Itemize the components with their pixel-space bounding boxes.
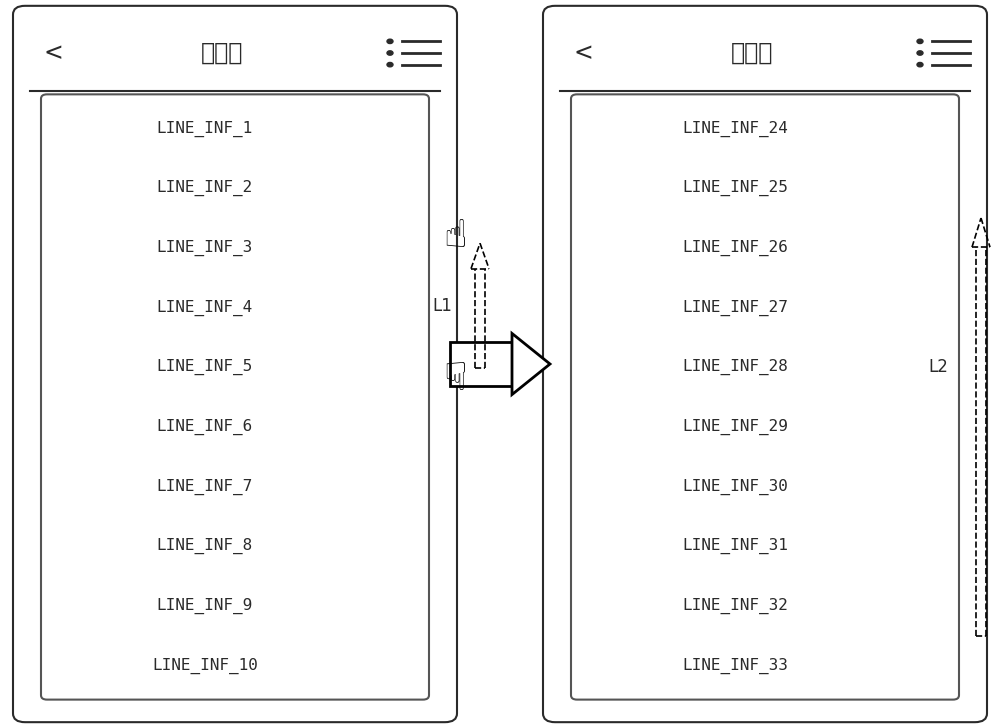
FancyBboxPatch shape — [41, 95, 429, 700]
Text: LINE_INF_4: LINE_INF_4 — [157, 299, 253, 316]
Text: 标题栏: 标题栏 — [731, 41, 774, 65]
Text: LINE_INF_8: LINE_INF_8 — [157, 538, 253, 554]
Circle shape — [917, 63, 923, 67]
Text: <: < — [43, 41, 63, 65]
Text: LINE_INF_29: LINE_INF_29 — [682, 419, 788, 435]
Text: LINE_INF_7: LINE_INF_7 — [157, 478, 253, 494]
FancyBboxPatch shape — [450, 342, 512, 386]
Circle shape — [917, 51, 923, 55]
Circle shape — [387, 51, 393, 55]
Text: 标题栏: 标题栏 — [201, 41, 244, 65]
Text: LINE_INF_26: LINE_INF_26 — [682, 240, 788, 256]
Text: L2: L2 — [928, 358, 948, 376]
FancyBboxPatch shape — [571, 95, 959, 700]
Text: ☟: ☟ — [443, 360, 467, 398]
Text: LINE_INF_24: LINE_INF_24 — [682, 120, 788, 137]
Text: LINE_INF_33: LINE_INF_33 — [682, 657, 788, 673]
Circle shape — [387, 39, 393, 44]
Text: LINE_INF_31: LINE_INF_31 — [682, 538, 788, 554]
Circle shape — [387, 63, 393, 67]
Text: LINE_INF_30: LINE_INF_30 — [682, 478, 788, 494]
Text: LINE_INF_5: LINE_INF_5 — [157, 359, 253, 375]
Polygon shape — [512, 333, 550, 395]
Text: ☝: ☝ — [443, 217, 467, 255]
Text: LINE_INF_10: LINE_INF_10 — [152, 657, 258, 673]
FancyBboxPatch shape — [543, 6, 987, 722]
Text: LINE_INF_32: LINE_INF_32 — [682, 598, 788, 614]
Text: L1: L1 — [432, 297, 452, 314]
Text: LINE_INF_25: LINE_INF_25 — [682, 180, 788, 197]
FancyBboxPatch shape — [13, 6, 457, 722]
Text: LINE_INF_28: LINE_INF_28 — [682, 359, 788, 375]
Text: LINE_INF_9: LINE_INF_9 — [157, 598, 253, 614]
Text: LINE_INF_6: LINE_INF_6 — [157, 419, 253, 435]
Text: LINE_INF_2: LINE_INF_2 — [157, 180, 253, 197]
Text: LINE_INF_27: LINE_INF_27 — [682, 299, 788, 316]
Text: LINE_INF_1: LINE_INF_1 — [157, 120, 253, 137]
Text: LINE_INF_3: LINE_INF_3 — [157, 240, 253, 256]
Circle shape — [917, 39, 923, 44]
Text: <: < — [573, 41, 593, 65]
